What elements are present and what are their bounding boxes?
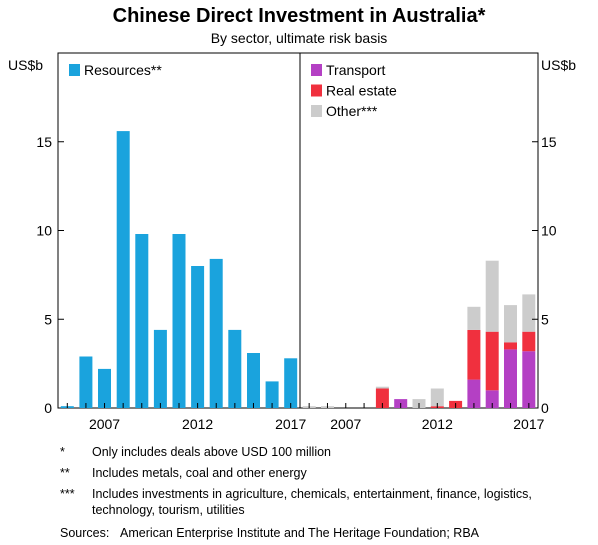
y-axis-label-left: US$b (8, 57, 43, 73)
y-tick-label-right: 5 (541, 311, 549, 327)
bar-right-transport-2014 (467, 379, 481, 408)
y-tick-label-left: 10 (36, 223, 52, 239)
plot-frame (57, 52, 539, 409)
bar-right-realestate-2014 (467, 329, 481, 380)
bar-left-resources-2013 (209, 258, 223, 408)
bar-left-resources-2017 (284, 358, 298, 408)
y-axis-label-right: US$b (541, 57, 576, 73)
x-tick-label: 2017 (513, 416, 544, 432)
x-tick-label: 2012 (182, 416, 213, 432)
bar-left-resources-2011 (172, 234, 186, 408)
bar-right-transport-2017 (522, 351, 536, 408)
footnote-text: Only includes deals above USD 100 millio… (92, 445, 332, 459)
x-tick-label: 2012 (422, 416, 453, 432)
bar-left-resources-2008 (116, 131, 130, 408)
footnote-text: Includes investments in agriculture, che… (92, 487, 532, 517)
x-tick-label: 2007 (89, 416, 120, 432)
legend-swatch (311, 64, 322, 76)
bar-right-realestate-2017 (522, 331, 536, 352)
y-tick-label-right: 15 (541, 134, 557, 150)
bar-right-realestate-2016 (504, 342, 517, 350)
bar-left-resources-2015 (247, 353, 260, 408)
x-tick-label: 2017 (275, 416, 306, 432)
bar-right-other-2016 (504, 305, 517, 343)
bar-right-other-2017 (522, 294, 536, 332)
bar-right-realestate-2009 (375, 388, 389, 408)
bar-right-transport-2016 (504, 349, 517, 408)
bar-right-realestate-2015 (485, 331, 499, 391)
legend-swatch (311, 84, 322, 97)
sources: Sources: American Enterprise Institute an… (60, 526, 479, 540)
bar-left-resources-2007 (98, 368, 111, 408)
bar-right-other-2014 (467, 306, 481, 330)
bar-right-other-2009 (375, 386, 389, 389)
y-tick-label-left: 5 (44, 311, 52, 327)
legend-label: Other*** (326, 103, 378, 119)
sources-text: American Enterprise Institute and The He… (120, 526, 479, 540)
legend-swatch (69, 64, 80, 76)
y-tick-label-right: 10 (541, 223, 557, 239)
footnote-mark: *** (60, 487, 75, 501)
bar-right-other-2015 (485, 260, 499, 332)
bar-left-resources-2016 (265, 381, 279, 408)
footnote-mark: * (60, 445, 65, 459)
chart-title: Chinese Direct Investment in Australia* (113, 5, 486, 27)
bar-left-resources-2006 (79, 356, 93, 408)
y-tick-label-right: 0 (541, 400, 549, 416)
y-tick-label-left: 15 (36, 134, 52, 150)
sources-label: Sources: (60, 526, 110, 540)
bar-left-resources-2009 (135, 234, 149, 408)
footnote-text: Includes metals, coal and other energy (92, 466, 307, 480)
bar-right-transport-2015 (485, 390, 499, 409)
chart: Chinese Direct Investment in Australia* … (8, 5, 576, 432)
bar-left-resources-2014 (228, 329, 242, 408)
y-tick-label-left: 0 (44, 400, 52, 416)
x-tick-label: 2007 (330, 416, 361, 432)
legend-label: Resources** (84, 62, 162, 78)
chart-subtitle: By sector, ultimate risk basis (211, 30, 388, 46)
bar-left-resources-2010 (153, 329, 167, 408)
legend-label: Real estate (326, 83, 397, 99)
footnote-mark: ** (60, 466, 70, 480)
legend-label: Transport (326, 62, 386, 78)
bar-left-resources-2012 (191, 266, 205, 408)
legend-swatch (311, 105, 322, 117)
bar-right-other-2012 (430, 388, 444, 407)
